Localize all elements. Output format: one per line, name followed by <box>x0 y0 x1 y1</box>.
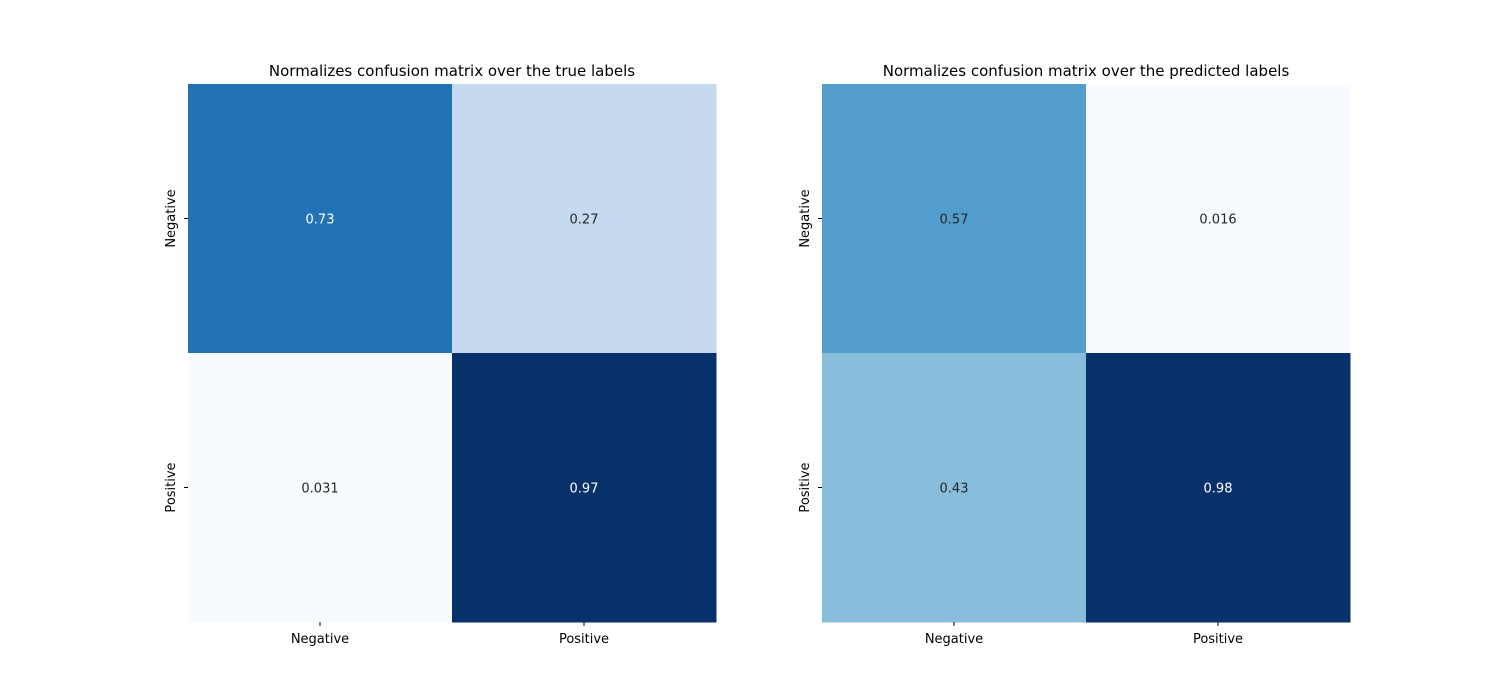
cell-value-label: 0.43 <box>940 482 969 497</box>
heatmap-cell <box>822 353 1087 623</box>
cell-value-label: 0.031 <box>301 482 338 497</box>
heatmap-cell <box>1086 353 1351 623</box>
chart-title: Normalizes confusion matrix over the pre… <box>883 62 1290 80</box>
heatmap-cell <box>1086 84 1351 354</box>
x-tick-label: Negative <box>291 632 349 647</box>
heatmap-cell <box>822 84 1087 354</box>
x-tick-label: Positive <box>559 632 609 647</box>
heatmap-cell <box>188 353 453 623</box>
cell-value-label: 0.27 <box>570 213 599 228</box>
cell-value-label: 0.97 <box>570 482 599 497</box>
cell-value-label: 0.016 <box>1199 213 1236 228</box>
x-tick-label: Positive <box>1193 632 1243 647</box>
chart-title: Normalizes confusion matrix over the tru… <box>269 62 635 80</box>
heatmap-cell <box>452 84 717 354</box>
cell-value-label: 0.57 <box>940 213 969 228</box>
x-tick-label: Negative <box>925 632 983 647</box>
heatmap-panel-2: Normalizes confusion matrix over the pre… <box>798 62 1351 647</box>
cell-value-label: 0.98 <box>1204 482 1233 497</box>
y-tick-label: Negative <box>798 189 813 247</box>
heatmap-cell <box>452 353 717 623</box>
cell-value-label: 0.73 <box>306 213 335 228</box>
y-tick-label: Positive <box>798 462 813 512</box>
heatmap-cell <box>188 84 453 354</box>
heatmap-panel-1: Normalizes confusion matrix over the tru… <box>164 62 717 647</box>
y-tick-label: Positive <box>164 462 179 512</box>
y-tick-label: Negative <box>164 189 179 247</box>
